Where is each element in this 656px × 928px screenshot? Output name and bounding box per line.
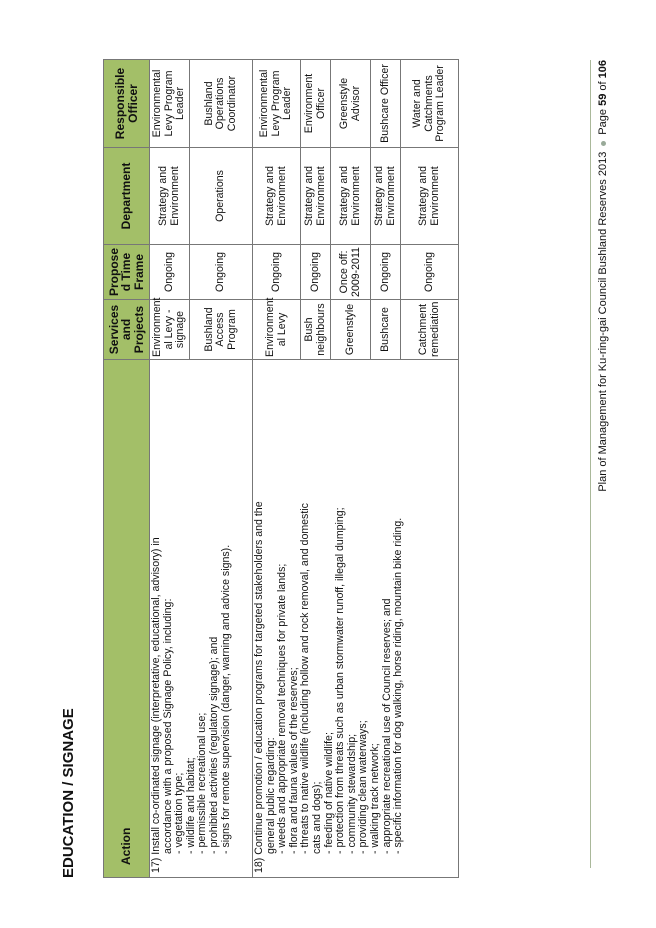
footer-title: Plan of Management for Ku-ring-gai Counc…: [597, 151, 609, 492]
action-cell: 18) Continue promotion / education progr…: [252, 359, 459, 878]
department-cell: Strategy and Environment: [330, 147, 371, 245]
timeframe-cell: Ongoing: [149, 244, 190, 300]
footer-divider: [590, 60, 591, 868]
action-line: - signs for remote supervision (danger, …: [219, 544, 232, 854]
section-heading: EDUCATION / SIGNAGE: [60, 708, 77, 878]
table-header-row: Action Services and Projects Propose d T…: [103, 59, 150, 878]
page-total: 106: [597, 60, 609, 79]
services-cell: Greenstyle: [330, 299, 371, 360]
services-cell: Bush neighbours: [300, 299, 331, 360]
timeframe-cell: Ongoing: [252, 244, 301, 300]
action-cell: 17) Install co-ordinated signage (interp…: [149, 359, 253, 878]
table-row: 18) Continue promotion / education progr…: [252, 59, 459, 878]
services-cell: Environment al Levy: [252, 298, 301, 360]
department-cell: Strategy and Environment: [370, 147, 401, 245]
services-cell: Catchment remediation: [400, 299, 459, 360]
department-cell: Strategy and Environment: [300, 147, 331, 245]
action-line: - prohibited activities (regulatory sign…: [207, 636, 220, 854]
table-row: 17) Install co-ordinated signage (interp…: [149, 59, 253, 878]
footer: Plan of Management for Ku-ring-gai Counc…: [597, 60, 609, 492]
action-line: - walking track network;: [368, 743, 381, 854]
action-table: Action Services and Projects Propose d T…: [103, 59, 459, 878]
timeframe-cell: Ongoing: [400, 244, 459, 300]
bullet-icon: [600, 140, 606, 146]
services-cell: Environment al Levy - signage: [149, 298, 190, 360]
action-line: 17) Install co-ordinated signage (interp…: [150, 537, 162, 873]
action-line: - protection from threats such as urban …: [334, 507, 347, 854]
page-number: 59: [597, 93, 609, 106]
officer-cell: Greenstyle Advisor: [330, 59, 371, 148]
header-department: Department: [103, 147, 150, 245]
department-cell: Strategy and Environment: [400, 147, 459, 245]
header-action: Action: [103, 359, 150, 878]
officer-cell: Environmental Levy Program Leader: [252, 59, 301, 148]
officer-cell: Bushland Operations Coordinator: [189, 59, 253, 148]
officer-cell: Environmental Levy Program Leader: [149, 59, 190, 148]
department-cell: Strategy and Environment: [252, 147, 301, 245]
page-label: Page: [597, 108, 609, 135]
timeframe-cell: Ongoing: [189, 244, 253, 300]
timeframe-cell: Once off: 2009-2011: [330, 244, 371, 300]
services-cell: Bushcare: [370, 299, 401, 360]
timeframe-cell: Ongoing: [300, 244, 331, 300]
action-line: cats and dogs);: [310, 781, 323, 854]
header-officer: Responsible Officer: [103, 59, 150, 148]
services-cell: Bushland Access Program: [189, 299, 253, 360]
action-line: - specific information for dog walking, …: [392, 517, 405, 854]
header-timeframe: Propose d Time Frame: [103, 244, 150, 300]
timeframe-cell: Ongoing: [370, 244, 401, 300]
department-cell: Strategy and Environment: [149, 147, 190, 245]
officer-cell: Environment Officer: [300, 59, 331, 148]
officer-cell: Water and Catchments Program Leader: [400, 59, 459, 148]
department-cell: Operations: [189, 147, 253, 245]
officer-cell: Bushcare Officer: [370, 59, 401, 148]
header-services: Services and Projects: [103, 299, 150, 360]
action-line: 18) Continue promotion / education progr…: [253, 501, 265, 873]
page-of: of: [597, 81, 609, 91]
